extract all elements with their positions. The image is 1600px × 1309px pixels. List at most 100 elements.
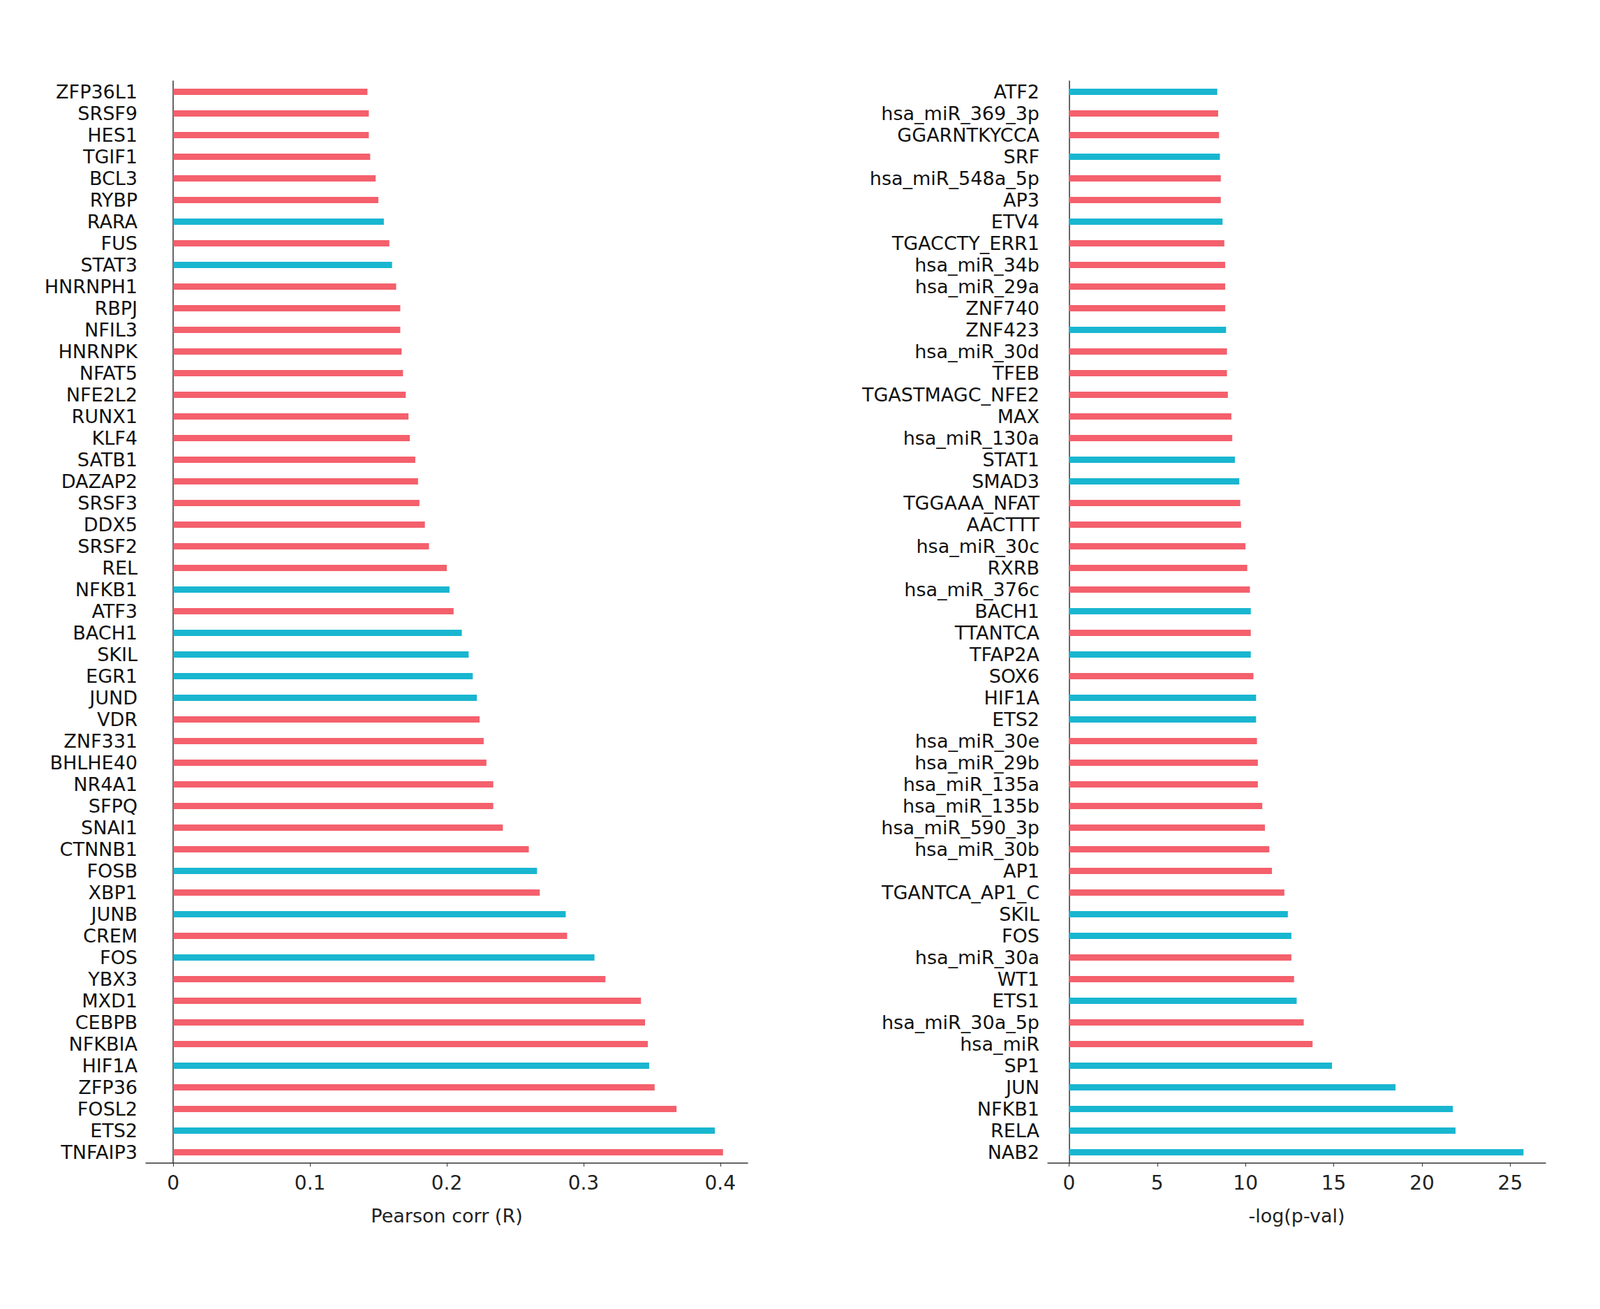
svg-text:GGARNTKYCCA: GGARNTKYCCA — [897, 124, 1040, 146]
svg-text:FOSL2: FOSL2 — [77, 1098, 138, 1120]
svg-text:NFAT5: NFAT5 — [79, 362, 138, 384]
svg-text:YBX3: YBX3 — [87, 968, 138, 990]
svg-text:ZFP36: ZFP36 — [78, 1076, 138, 1099]
svg-text:hsa_miR_30a_5p: hsa_miR_30a_5p — [881, 1011, 1040, 1034]
svg-text:SRSF9: SRSF9 — [77, 102, 138, 125]
svg-text:ETS1: ETS1 — [991, 989, 1040, 1012]
svg-text:0.2: 0.2 — [431, 1171, 463, 1195]
svg-text:MXD1: MXD1 — [81, 989, 138, 1012]
svg-text:CEBPB: CEBPB — [75, 1011, 138, 1034]
svg-text:TGIF1: TGIF1 — [82, 145, 138, 168]
svg-text:0.4: 0.4 — [705, 1171, 737, 1195]
svg-text:hsa_miR_29b: hsa_miR_29b — [914, 751, 1040, 774]
svg-text:CTNNB1: CTNNB1 — [60, 838, 138, 861]
svg-text:ZNF740: ZNF740 — [965, 297, 1040, 320]
svg-text:RUNX1: RUNX1 — [71, 405, 138, 428]
svg-text:XBP1: XBP1 — [88, 881, 138, 904]
svg-text:hsa_miR_369_3p: hsa_miR_369_3p — [880, 102, 1040, 125]
svg-text:HES1: HES1 — [87, 124, 138, 146]
svg-text:RBPJ: RBPJ — [94, 297, 138, 320]
svg-text:TGASTMAGC_NFE2: TGASTMAGC_NFE2 — [861, 383, 1040, 406]
svg-text:STAT1: STAT1 — [982, 448, 1040, 471]
svg-text:10: 10 — [1232, 1171, 1258, 1195]
svg-text:TNFAIP3: TNFAIP3 — [60, 1141, 138, 1164]
svg-text:5: 5 — [1151, 1171, 1164, 1195]
svg-text:hsa_miR_548a_5p: hsa_miR_548a_5p — [869, 167, 1040, 190]
svg-text:hsa_miR_376c: hsa_miR_376c — [904, 578, 1040, 601]
svg-text:15: 15 — [1321, 1171, 1347, 1195]
svg-text:BACH1: BACH1 — [72, 621, 138, 644]
svg-text:AP1: AP1 — [1003, 860, 1040, 882]
svg-text:hsa_miR_130a: hsa_miR_130a — [903, 427, 1040, 449]
svg-text:0.1: 0.1 — [294, 1171, 327, 1195]
svg-text:BHLHE40: BHLHE40 — [49, 751, 138, 774]
svg-text:VDR: VDR — [97, 708, 138, 731]
svg-text:SNAI1: SNAI1 — [80, 816, 138, 839]
svg-text:JUN: JUN — [1004, 1076, 1040, 1099]
svg-text:0: 0 — [1062, 1171, 1076, 1195]
svg-text:SRSF3: SRSF3 — [77, 492, 138, 514]
svg-text:0.3: 0.3 — [568, 1171, 600, 1195]
svg-text:JUND: JUND — [87, 686, 138, 709]
svg-text:ATF3: ATF3 — [91, 600, 138, 622]
svg-text:NFIL3: NFIL3 — [84, 319, 138, 341]
svg-text:ETV4: ETV4 — [991, 210, 1040, 233]
svg-text:AP3: AP3 — [1003, 189, 1040, 211]
svg-text:HIF1A: HIF1A — [984, 686, 1041, 709]
svg-text:Pearson corr (R): Pearson corr (R) — [370, 1204, 523, 1227]
svg-text:SFPQ: SFPQ — [88, 795, 138, 817]
svg-text:SP1: SP1 — [1003, 1054, 1040, 1077]
svg-text:BACH1: BACH1 — [974, 600, 1040, 622]
svg-text:TGACCTY_ERR1: TGACCTY_ERR1 — [891, 232, 1040, 255]
svg-text:SATB1: SATB1 — [77, 448, 138, 471]
svg-text:KLF4: KLF4 — [92, 427, 138, 449]
svg-text:SKIL: SKIL — [998, 903, 1040, 925]
svg-text:TFEB: TFEB — [991, 362, 1040, 384]
svg-text:0: 0 — [166, 1171, 180, 1195]
svg-text:STAT3: STAT3 — [80, 254, 138, 276]
svg-text:hsa_miR_30c: hsa_miR_30c — [916, 535, 1041, 558]
svg-text:AACTTT: AACTTT — [966, 513, 1040, 536]
svg-text:RELA: RELA — [990, 1119, 1040, 1142]
svg-text:hsa_miR_30b: hsa_miR_30b — [914, 838, 1040, 861]
svg-text:JUNB: JUNB — [90, 903, 138, 925]
svg-text:FUS: FUS — [101, 232, 138, 255]
svg-text:hsa_miR_29a: hsa_miR_29a — [915, 275, 1040, 298]
svg-text:REL: REL — [101, 557, 138, 579]
svg-text:ETS2: ETS2 — [991, 708, 1040, 731]
svg-text:SRSF2: SRSF2 — [77, 535, 138, 558]
svg-text:hsa_miR_590_3p: hsa_miR_590_3p — [880, 816, 1040, 839]
svg-text:WT1: WT1 — [997, 968, 1040, 990]
svg-text:HNRNPH1: HNRNPH1 — [44, 275, 138, 298]
svg-text:TGANTCA_AP1_C: TGANTCA_AP1_C — [880, 881, 1040, 904]
svg-text:DDX5: DDX5 — [83, 513, 138, 536]
svg-text:SRF: SRF — [1003, 145, 1040, 168]
svg-text:TTANTCA: TTANTCA — [954, 621, 1041, 644]
svg-text:NAB2: NAB2 — [987, 1141, 1040, 1164]
svg-text:SKIL: SKIL — [97, 643, 138, 666]
svg-text:HIF1A: HIF1A — [82, 1054, 139, 1077]
svg-text:HNRNPK: HNRNPK — [58, 340, 139, 363]
svg-text:SMAD3: SMAD3 — [971, 470, 1040, 493]
svg-text:25: 25 — [1498, 1171, 1524, 1195]
svg-text:CREM: CREM — [83, 924, 138, 947]
svg-text:NFKB1: NFKB1 — [977, 1098, 1040, 1120]
svg-text:hsa_miR_135b: hsa_miR_135b — [902, 795, 1040, 817]
svg-text:RYBP: RYBP — [90, 189, 138, 211]
svg-text:BCL3: BCL3 — [89, 167, 138, 190]
svg-text:TFAP2A: TFAP2A — [968, 643, 1040, 666]
svg-text:FOS: FOS — [99, 946, 138, 969]
svg-text:RARA: RARA — [87, 210, 139, 233]
svg-text:hsa_miR: hsa_miR — [959, 1033, 1040, 1055]
svg-text:SOX6: SOX6 — [989, 665, 1040, 687]
svg-text:hsa_miR_30d: hsa_miR_30d — [914, 340, 1040, 363]
svg-text:RXRB: RXRB — [987, 557, 1040, 579]
svg-text:MAX: MAX — [997, 405, 1040, 428]
svg-text:ETS2: ETS2 — [90, 1119, 138, 1142]
svg-text:ZNF423: ZNF423 — [965, 319, 1040, 341]
svg-text:ZFP36L1: ZFP36L1 — [55, 80, 138, 103]
svg-text:EGR1: EGR1 — [85, 665, 138, 687]
svg-text:FOSB: FOSB — [87, 860, 138, 882]
svg-text:hsa_miR_30e: hsa_miR_30e — [915, 730, 1040, 752]
svg-text:ZNF331: ZNF331 — [63, 730, 138, 752]
